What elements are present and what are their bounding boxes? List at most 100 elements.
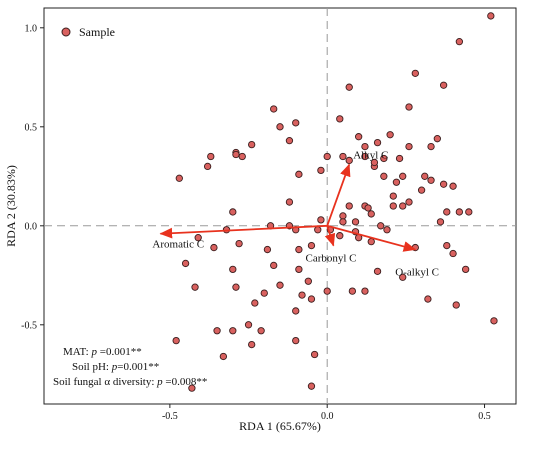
sample-point — [439, 81, 448, 89]
sample-point — [427, 142, 435, 151]
sample-point — [361, 142, 369, 151]
sample-point — [244, 321, 253, 329]
sample-point — [405, 198, 413, 206]
plot-panel — [43, 7, 517, 405]
sample-point — [276, 281, 284, 289]
sample-point — [317, 166, 325, 175]
sample-point — [336, 232, 344, 240]
annotation-line: Soil pH: p=0.001** — [72, 361, 159, 373]
sample-point — [194, 234, 202, 242]
sample-point — [260, 289, 268, 297]
sample-point — [307, 241, 316, 250]
sample-point — [235, 239, 243, 248]
environment-vectors: Alkyl C Aromatic C Carbonyl C O-alkyl C — [152, 149, 439, 278]
sample-point — [443, 208, 451, 216]
sample-point — [364, 204, 372, 212]
vector-arrow — [326, 163, 351, 227]
sample-point — [380, 172, 388, 180]
sample-point — [257, 327, 265, 335]
sample-point — [172, 336, 180, 345]
sample-point — [232, 150, 240, 159]
vector-arrow — [324, 225, 336, 247]
annotation-line: MAT: p =0.001** — [63, 346, 142, 358]
sample-point — [336, 115, 344, 123]
sample-point — [232, 283, 240, 291]
y-tick-label: -0.5 — [21, 320, 37, 331]
vector-label: Alkyl C — [353, 149, 388, 161]
significance-annotations: MAT: p =0.001**Soil pH: p=0.001**Soil fu… — [53, 346, 207, 388]
sample-point — [399, 273, 407, 281]
sample-point — [213, 327, 221, 335]
y-tick-label: 0.0 — [25, 221, 38, 232]
annotation-label: MAT: — [63, 346, 91, 358]
sample-point — [175, 174, 183, 182]
sample-point — [405, 142, 413, 151]
sample-point — [380, 154, 388, 163]
sample-point — [238, 152, 246, 161]
sample-point — [399, 172, 407, 180]
sample-point — [295, 170, 303, 178]
sample-point — [307, 295, 316, 303]
sample-point — [339, 212, 347, 220]
y-axis-label: RDA 2 (30.83%) — [4, 165, 18, 247]
sample-point — [292, 307, 300, 315]
sample-point — [351, 218, 360, 226]
sample-point — [355, 133, 363, 141]
x-tick-label: -0.5 — [162, 411, 178, 422]
sample-point — [219, 352, 228, 361]
sample-point — [304, 277, 312, 285]
sample-point — [229, 208, 237, 216]
sample-point — [307, 382, 316, 390]
vector-label: Aromatic C — [152, 239, 204, 251]
sample-point — [373, 138, 382, 147]
sample-point — [487, 12, 495, 20]
sample-point — [295, 265, 303, 274]
sample-point — [207, 152, 215, 161]
sample-point — [270, 105, 278, 113]
sample-point — [421, 172, 429, 180]
sample-point — [229, 265, 237, 274]
vector-arrow — [326, 224, 417, 252]
sample-point — [188, 384, 196, 392]
annotation-p: p — [90, 346, 97, 358]
sample-point — [361, 152, 369, 161]
vector-label: Carbonyl C — [305, 253, 356, 265]
sample-point — [367, 210, 375, 218]
annotation-value: =0.008** — [163, 376, 208, 388]
sample-point — [392, 178, 401, 186]
legend: Sample — [61, 25, 115, 39]
sample-point — [292, 119, 300, 127]
sample-point — [361, 287, 369, 295]
sample-point — [270, 261, 278, 270]
annotation-p: p — [156, 376, 163, 388]
sample-point — [323, 152, 331, 161]
x-tick-label: 0.0 — [321, 411, 334, 422]
vector-arrow — [159, 224, 328, 239]
sample-point — [465, 208, 473, 216]
legend-marker — [61, 27, 71, 37]
sample-point — [405, 103, 413, 111]
sample-point — [251, 299, 259, 307]
sample-point — [449, 182, 457, 190]
sample-point — [276, 123, 284, 131]
sample-point — [439, 180, 448, 188]
sample-point — [345, 202, 353, 210]
sample-point — [229, 327, 237, 335]
vector-label: O-alkyl C — [395, 267, 439, 279]
annotation-value: =0.001** — [117, 361, 159, 373]
sample-point — [345, 156, 353, 165]
sample-point — [462, 265, 470, 274]
sample-point — [386, 131, 394, 139]
sample-point — [310, 350, 319, 359]
annotation-value: =0.001** — [97, 346, 142, 358]
sample-point — [373, 267, 382, 275]
sample-point — [424, 295, 432, 303]
sample-point — [314, 226, 322, 234]
sample-point — [298, 291, 306, 299]
annotation-line: Soil fungal α diversity: p =0.008** — [53, 376, 207, 388]
sample-point — [285, 198, 294, 206]
annotation-label: Soil pH: — [72, 361, 112, 373]
sample-point — [348, 287, 357, 295]
annotation-p: p — [111, 361, 118, 373]
